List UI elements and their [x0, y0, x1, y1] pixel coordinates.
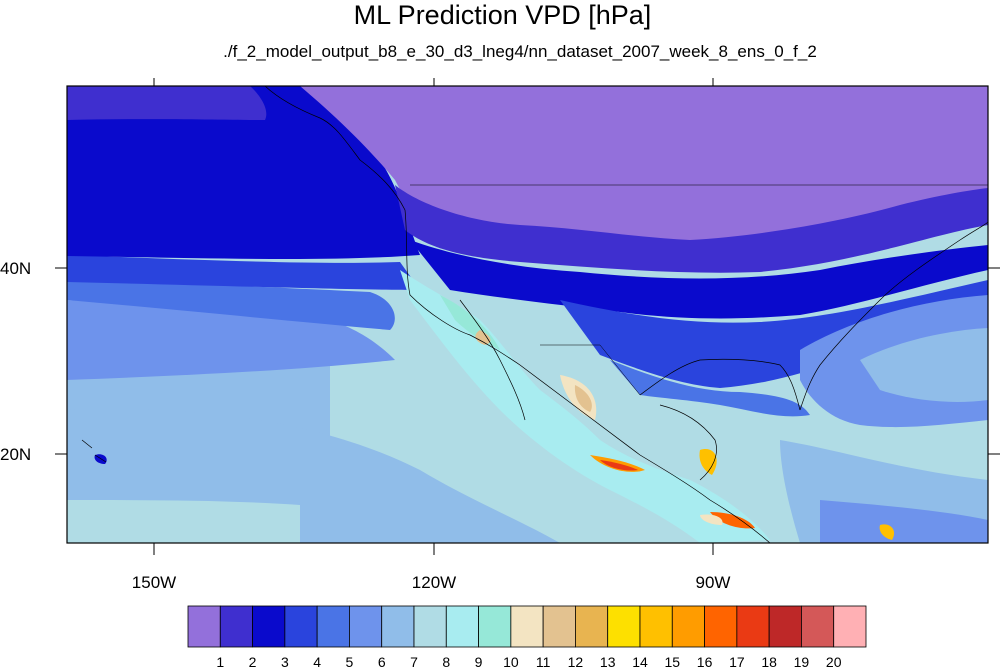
colorbar-label: 10 [503, 654, 519, 670]
field-band-5-gulf [610, 360, 810, 417]
colorbar-label: 14 [632, 654, 648, 670]
colorbar-label: 15 [664, 654, 680, 670]
field-band-2-north [67, 86, 267, 120]
colorbar-swatch [187, 605, 221, 648]
colorbar-swatch [316, 605, 350, 648]
lon-label-90w: 90W [696, 573, 731, 592]
baja-coastline [459, 299, 526, 421]
colorbar-label: 13 [600, 654, 616, 670]
field-band-4-conus [560, 280, 988, 388]
colorbar-swatch [575, 605, 609, 648]
colorbar-label: 1 [216, 654, 224, 670]
colorbar-label: 4 [313, 654, 321, 670]
colorbar-swatch [349, 605, 383, 648]
field-band-3 [67, 86, 420, 259]
colorbar-label: 12 [568, 654, 584, 670]
field-band-12-baja [475, 330, 491, 345]
colorbar-swatch [413, 605, 447, 648]
gulf-coastline [639, 358, 801, 411]
atlantic-coastline [799, 221, 988, 411]
colorbar-label: 3 [281, 654, 289, 670]
plot-title: ML Prediction VPD [hPa] [353, 0, 652, 30]
map-frame [66, 85, 989, 544]
field-band-18-south [600, 460, 638, 471]
colorbar-swatch [736, 605, 770, 648]
map-field [67, 86, 988, 543]
field-band-12-plateau [574, 385, 592, 412]
field-band-2-mid [395, 185, 988, 273]
field-band-5 [67, 280, 395, 330]
colorbar-label: 9 [475, 654, 483, 670]
field-band-17-central [710, 512, 755, 529]
yucatan-coastline [659, 404, 717, 481]
colorbar-swatch [671, 605, 705, 648]
plot-subtitle: ./f_2_model_output_b8_e_30_d3_lneg4/nn_d… [223, 42, 817, 61]
colorbar-label: 8 [442, 654, 450, 670]
colorbar-label: 17 [729, 654, 745, 670]
tick-marks [55, 78, 1000, 555]
colorbar-swatch [445, 605, 479, 648]
field-band-4 [67, 255, 420, 290]
field-band-15-guatemala [699, 449, 717, 475]
field-band-8 [67, 500, 300, 543]
field-band-15-sa [879, 524, 895, 540]
lon-label-120w: 120W [412, 573, 456, 592]
colorbar-label: 11 [536, 654, 551, 670]
colorbar-swatch [219, 605, 253, 648]
colorbar-label: 2 [249, 654, 257, 670]
field-band-6-carib [820, 500, 988, 543]
coastlines [81, 86, 988, 543]
colorbar-label: 5 [346, 654, 354, 670]
colorbar-swatch [252, 605, 286, 648]
colorbar-swatch [639, 605, 673, 648]
us-mexico-border [540, 344, 641, 396]
lat-label-40n: 40N [0, 259, 31, 278]
field-band-11-central [700, 514, 723, 525]
colorbar-swatch [510, 605, 544, 648]
colorbar-label: 18 [761, 654, 777, 670]
colorbar: 1 2 3 4 5 6 7 8 9 10 11 12 13 14 15 16 17 18 19 20 [187, 605, 867, 670]
lon-label-150w: 150W [132, 573, 176, 592]
hawaii-coastline [81, 439, 107, 463]
colorbar-swatch [542, 605, 576, 648]
field-band-7-atlantic [860, 328, 988, 402]
pacific-coastline [264, 86, 771, 543]
colorbar-label: 20 [826, 654, 842, 670]
colorbar-swatch [607, 605, 641, 648]
colorbar-swatch [478, 605, 512, 648]
colorbar-swatch [381, 605, 415, 648]
colorbar-swatch [704, 605, 738, 648]
colorbar-swatch [833, 605, 867, 648]
colorbar-swatch [801, 605, 835, 648]
colorbar-swatch [768, 605, 802, 648]
colorbar-label: 19 [794, 654, 810, 670]
colorbar-swatch [284, 605, 318, 648]
field-band-3-conus [410, 240, 988, 319]
colorbar-label: 16 [697, 654, 713, 670]
colorbar-label: 6 [378, 654, 386, 670]
colorbar-label: 7 [410, 654, 418, 670]
lat-label-20n: 20N [0, 445, 31, 464]
